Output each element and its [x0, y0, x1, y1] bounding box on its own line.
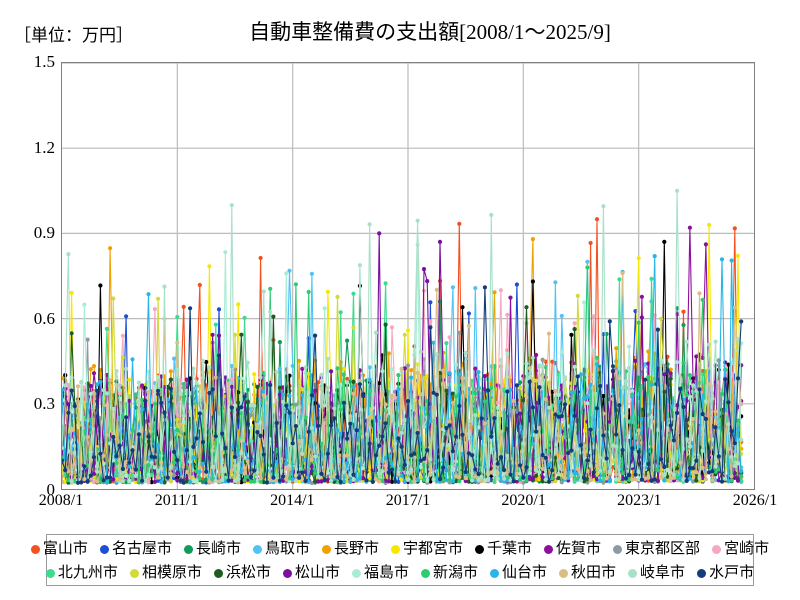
legend-marker-icon: [351, 568, 361, 578]
legend-label: 福島市: [363, 564, 409, 581]
legend-label: 浜松市: [225, 564, 271, 581]
legend-marker-icon: [391, 544, 400, 554]
legend-item[interactable]: 水戸市: [697, 564, 755, 581]
legend-marker-icon: [30, 544, 40, 554]
plot-frame: [61, 62, 755, 490]
y-axis-tick-label: 1.5: [33, 52, 55, 71]
chart-title: 自動車整備費の支出額[2008/1〜2025/9]: [249, 20, 611, 44]
legend-label: 新潟市: [433, 564, 479, 581]
legend-marker-icon: [282, 568, 292, 578]
y-axis-tick-label: 0.9: [33, 223, 55, 243]
legend-label: 長崎市: [195, 540, 241, 557]
legend-marker-icon: [129, 568, 139, 578]
y-axis-tick-label: 0.3: [33, 394, 55, 414]
legend-item[interactable]: 岐阜市: [628, 564, 686, 581]
legend-marker-icon: [490, 568, 500, 578]
x-axis-tick-label: 2014/1: [270, 492, 315, 509]
legend-item[interactable]: 北九州市: [45, 564, 118, 581]
legend-label: 北九州市: [57, 564, 118, 581]
legend-label: 佐賀市: [556, 540, 602, 557]
series-markers: [62, 285, 744, 485]
legend-item[interactable]: 佐賀市: [544, 540, 602, 557]
legend-label: 鳥取市: [264, 540, 310, 557]
legend-item[interactable]: 福島市: [351, 564, 409, 581]
unit-label: ［単位：万円］: [14, 26, 133, 45]
legend-marker-icon: [321, 544, 331, 554]
legend-item[interactable]: 名古屋市: [99, 540, 172, 557]
legend-label: 宮崎市: [724, 540, 770, 557]
legend-item[interactable]: 千葉市: [475, 540, 533, 557]
legend-marker-icon: [475, 544, 485, 554]
legend-marker-icon: [252, 544, 262, 554]
legend-label: 宇都宮市: [403, 540, 464, 557]
legend-item[interactable]: 長野市: [321, 540, 379, 557]
legend-label: 秋田市: [571, 564, 617, 581]
legend-label: 岐阜市: [640, 564, 686, 581]
legend-row-1: 富山市 名古屋市 長崎市 鳥取市 長野市 宇都宮市 千葉市 佐賀市 東京都区部 宮崎市: [30, 537, 769, 561]
legend-label: 東京都区部: [625, 540, 701, 557]
y-axis-tick-label: 0.6: [33, 308, 55, 328]
legend-item[interactable]: 長崎市: [183, 540, 241, 557]
legend-item[interactable]: 東京都区部: [613, 540, 701, 557]
x-axis-tick-label: 2011/1: [154, 492, 199, 509]
legend-marker-icon: [559, 568, 569, 578]
x-axis-tick-label: 2023/1: [617, 492, 662, 509]
legend-label: 名古屋市: [111, 540, 172, 557]
legend-marker-icon: [99, 544, 109, 554]
legend-item[interactable]: 浜松市: [213, 564, 271, 581]
legend-row-2: 北九州市 相模原市 浜松市 松山市 福島市 新潟市 仙台市 秋田市 岐阜市 水戸市: [45, 561, 755, 585]
legend-item[interactable]: 富山市: [30, 540, 88, 557]
plot-area: [61, 62, 755, 490]
chart-legend: 富山市 名古屋市 長崎市 鳥取市 長野市 宇都宮市 千葉市 佐賀市 東京都区部 宮崎市 北九州市 相…: [30, 534, 769, 586]
x-axis-tick-label: 2008/1: [38, 492, 84, 509]
legend-item[interactable]: 松山市: [282, 564, 340, 581]
legend-label: 水戸市: [709, 564, 755, 581]
legend-marker-icon: [544, 544, 554, 554]
legend-label: 松山市: [294, 564, 340, 581]
legend-item[interactable]: 宮崎市: [712, 540, 770, 557]
y-axis-tick-label: 0: [46, 480, 56, 499]
legend-item[interactable]: 鳥取市: [252, 540, 310, 557]
legend-label: 仙台市: [502, 564, 548, 581]
legend-item[interactable]: 秋田市: [559, 564, 617, 581]
legend-marker-icon: [183, 544, 193, 554]
legend-marker-icon: [421, 568, 430, 578]
legend-label: 千葉市: [487, 540, 533, 557]
x-axis-tick-label: 2017/1: [385, 492, 431, 509]
y-axis-tick-label: 1.2: [33, 137, 55, 157]
legend-item[interactable]: 仙台市: [490, 564, 548, 581]
chart-canvas: [62, 63, 754, 489]
legend-label: 長野市: [333, 540, 379, 557]
legend-marker-icon: [45, 568, 55, 578]
x-axis-tick-label: 2020/1: [501, 492, 546, 509]
legend-marker-icon: [697, 568, 707, 578]
legend-marker-icon: [213, 568, 223, 578]
legend-label: 富山市: [42, 540, 88, 557]
legend-item[interactable]: 新潟市: [421, 564, 479, 581]
legend-marker-icon: [712, 544, 722, 554]
x-axis-tick-label: 2026/1: [732, 492, 778, 509]
legend-item[interactable]: 宇都宮市: [391, 540, 464, 557]
legend-item[interactable]: 相模原市: [129, 564, 202, 581]
legend-marker-icon: [628, 568, 638, 578]
legend-marker-icon: [613, 544, 623, 554]
legend-label: 相模原市: [141, 564, 202, 581]
